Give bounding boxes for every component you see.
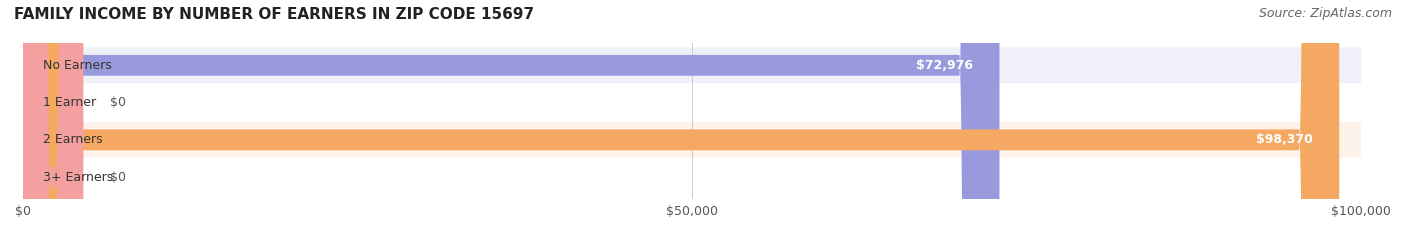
FancyBboxPatch shape — [22, 159, 1361, 195]
FancyBboxPatch shape — [22, 122, 1361, 158]
FancyBboxPatch shape — [22, 0, 83, 233]
FancyBboxPatch shape — [22, 85, 1361, 120]
Text: $0: $0 — [110, 96, 127, 109]
Text: Source: ZipAtlas.com: Source: ZipAtlas.com — [1258, 7, 1392, 20]
Text: 1 Earner: 1 Earner — [44, 96, 96, 109]
Text: No Earners: No Earners — [44, 59, 112, 72]
FancyBboxPatch shape — [22, 0, 1340, 233]
FancyBboxPatch shape — [22, 0, 1000, 233]
Text: FAMILY INCOME BY NUMBER OF EARNERS IN ZIP CODE 15697: FAMILY INCOME BY NUMBER OF EARNERS IN ZI… — [14, 7, 534, 22]
FancyBboxPatch shape — [22, 48, 1361, 83]
Text: $0: $0 — [110, 171, 127, 184]
Text: 2 Earners: 2 Earners — [44, 133, 103, 146]
FancyBboxPatch shape — [22, 0, 83, 233]
Text: $98,370: $98,370 — [1256, 133, 1312, 146]
Text: $72,976: $72,976 — [915, 59, 973, 72]
Text: 3+ Earners: 3+ Earners — [44, 171, 114, 184]
